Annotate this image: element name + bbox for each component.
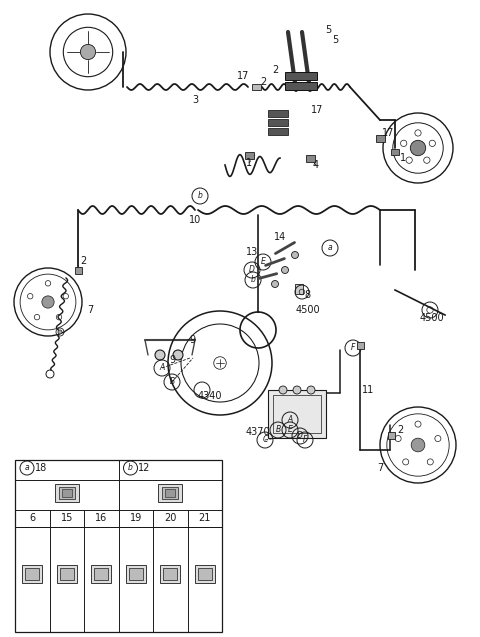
Circle shape <box>411 438 425 452</box>
Polygon shape <box>375 134 384 141</box>
Polygon shape <box>305 155 314 162</box>
Circle shape <box>307 386 315 394</box>
Bar <box>129 568 143 580</box>
Bar <box>295 284 303 294</box>
Text: 17: 17 <box>382 128 394 138</box>
Bar <box>158 484 182 502</box>
Text: 6: 6 <box>29 513 36 523</box>
Text: 21: 21 <box>199 513 211 523</box>
Text: 3: 3 <box>192 95 198 105</box>
Circle shape <box>293 386 301 394</box>
Circle shape <box>155 350 165 360</box>
Text: b: b <box>198 192 203 201</box>
Circle shape <box>42 296 54 308</box>
Text: 2: 2 <box>272 65 278 75</box>
Bar <box>273 395 321 433</box>
Bar <box>195 565 215 583</box>
Bar <box>25 568 39 580</box>
Text: A: A <box>159 364 165 373</box>
Text: D: D <box>249 266 255 275</box>
Text: E: E <box>261 257 265 266</box>
Text: 7: 7 <box>87 305 93 315</box>
Text: b: b <box>128 464 133 473</box>
Text: 12: 12 <box>138 463 151 473</box>
Bar <box>62 489 72 497</box>
Text: B: B <box>169 378 175 387</box>
Text: a: a <box>24 464 29 473</box>
Text: F: F <box>303 436 307 445</box>
Text: 2: 2 <box>260 77 266 87</box>
Bar <box>55 484 79 502</box>
Circle shape <box>272 280 278 287</box>
Text: D: D <box>297 431 303 441</box>
Text: 17: 17 <box>237 71 249 81</box>
Bar <box>165 489 175 497</box>
Text: 5: 5 <box>325 25 331 35</box>
Text: 7: 7 <box>377 463 383 473</box>
Bar <box>94 568 108 580</box>
Bar <box>91 565 111 583</box>
Bar <box>285 82 317 90</box>
Bar <box>163 568 177 580</box>
Text: 4: 4 <box>313 160 319 170</box>
Text: 1: 1 <box>400 153 406 163</box>
Text: B: B <box>276 426 281 434</box>
Circle shape <box>410 140 426 155</box>
Text: 20: 20 <box>164 513 177 523</box>
Bar <box>60 568 74 580</box>
Polygon shape <box>357 341 363 348</box>
Circle shape <box>291 252 299 259</box>
Text: a: a <box>328 243 332 252</box>
Text: 16: 16 <box>95 513 108 523</box>
Text: A: A <box>288 415 293 424</box>
Bar <box>59 487 75 499</box>
Polygon shape <box>252 84 261 90</box>
Bar <box>162 487 178 499</box>
Text: 2: 2 <box>80 256 86 266</box>
Text: 11: 11 <box>362 385 374 395</box>
Text: F: F <box>351 343 355 352</box>
Text: 14: 14 <box>274 232 286 242</box>
Text: 10: 10 <box>189 215 201 225</box>
Text: C: C <box>262 436 268 445</box>
Text: 9: 9 <box>169 355 175 365</box>
Bar <box>198 568 212 580</box>
Bar <box>285 72 317 80</box>
Bar <box>22 565 42 583</box>
Text: 18: 18 <box>35 463 47 473</box>
Circle shape <box>58 330 62 334</box>
Text: 4370: 4370 <box>246 427 270 437</box>
Text: 1: 1 <box>246 158 252 168</box>
Text: 8: 8 <box>304 290 310 300</box>
Text: 13: 13 <box>246 247 258 257</box>
Circle shape <box>281 266 288 273</box>
Polygon shape <box>74 266 82 273</box>
Bar <box>126 565 146 583</box>
Circle shape <box>173 350 183 360</box>
Circle shape <box>81 45 96 60</box>
Text: b: b <box>251 275 255 285</box>
Text: 4500: 4500 <box>296 305 320 315</box>
Bar <box>268 110 288 117</box>
Text: 9: 9 <box>189 335 195 345</box>
Circle shape <box>279 386 287 394</box>
Text: 5: 5 <box>332 35 338 45</box>
Text: 4500: 4500 <box>420 313 444 323</box>
Bar <box>160 565 180 583</box>
Polygon shape <box>387 431 395 438</box>
Polygon shape <box>244 152 253 159</box>
Bar <box>15 460 222 632</box>
Bar <box>268 128 288 135</box>
Bar <box>268 119 288 126</box>
Text: 4340: 4340 <box>198 391 222 401</box>
Text: 17: 17 <box>311 105 323 115</box>
Text: 15: 15 <box>60 513 73 523</box>
Bar <box>268 390 326 438</box>
Polygon shape <box>391 149 399 155</box>
Text: E: E <box>288 426 292 434</box>
Text: 19: 19 <box>130 513 142 523</box>
Bar <box>57 565 77 583</box>
Text: 2: 2 <box>397 425 403 435</box>
